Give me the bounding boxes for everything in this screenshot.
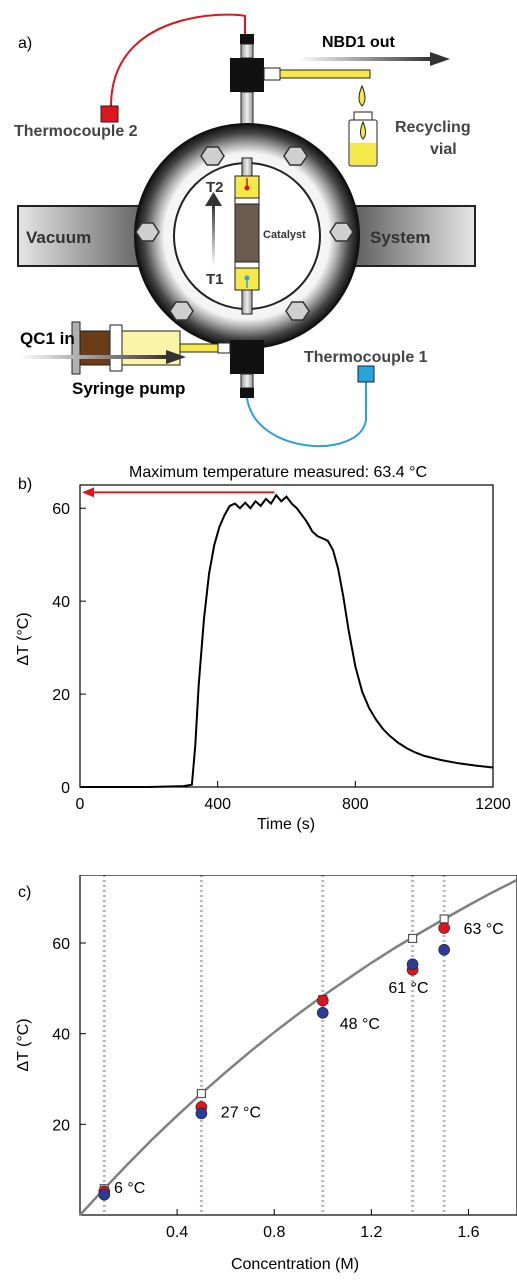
syringe-flange [109, 324, 123, 372]
bolt-icon [283, 146, 308, 166]
model-point-marker [196, 1088, 206, 1099]
plot-frame-c [79, 875, 517, 1216]
vacuum-label: Vacuum [26, 228, 91, 247]
qc-in-label: QC1 in [20, 329, 75, 348]
x-tick-label: 400 [204, 796, 231, 813]
y-tick-label: 20 [52, 1117, 70, 1134]
measured-point-t1 [316, 1007, 329, 1019]
top-fitting-body [230, 58, 264, 92]
x-tick-label: 1.2 [360, 1224, 382, 1241]
apparatus-diagram: a) [14, 13, 476, 447]
t1-label: T1 [206, 271, 224, 288]
t1-sensor-dot [244, 275, 250, 281]
y-tick-label: 20 [52, 687, 70, 704]
flow-arrow-shaft [212, 204, 215, 266]
bolt-icon [285, 301, 310, 321]
x-tick-label: 1200 [475, 796, 511, 813]
thermocouple2-label: Thermocouple 2 [14, 123, 138, 140]
outlet-pipe [279, 69, 371, 79]
vial-drop-icon [360, 120, 366, 140]
thermocouple1-plug [357, 365, 375, 383]
nbd-out-arrow-shaft [298, 57, 432, 61]
bolt-icon [200, 146, 225, 166]
panel-c-label: c) [18, 884, 31, 901]
syringe-connector [217, 342, 231, 354]
bolt-icon [169, 301, 194, 321]
panel-b-label: b) [18, 476, 32, 493]
flow-arrow-up-icon [205, 192, 222, 206]
top-fitting-collar [240, 43, 254, 59]
t2-sensor-dot [244, 185, 250, 191]
temperature-annotation: 61 °C [388, 980, 428, 997]
x-axis-label: Concentration (M) [231, 1256, 359, 1273]
ring-bolts [135, 146, 354, 321]
qc-in-arrow-shaft [18, 355, 168, 359]
y-axis-label: ΔT (°C) [15, 1018, 32, 1071]
bottom-fitting-body [230, 340, 264, 374]
syringe-needle [179, 343, 221, 353]
t2-label: T2 [206, 179, 224, 196]
y-tick-label: 40 [52, 1027, 70, 1044]
inner-tube-bottom [241, 289, 253, 315]
temperature-annotation: 27 °C [221, 1105, 261, 1122]
t1-frit [234, 261, 260, 269]
thermocouple2-wire [110, 13, 246, 107]
x-tick-label: 1.6 [457, 1224, 479, 1241]
bolt-icon [135, 222, 160, 242]
system-chamber-box [344, 205, 476, 267]
x-tick-label: 0.8 [263, 1224, 285, 1241]
catalyst-bed [234, 203, 260, 263]
arrow-head-left-icon [82, 487, 94, 498]
syringe-pump-label: Syringe pump [72, 379, 185, 398]
y-tick-label: 60 [52, 501, 70, 518]
recycling-vial-label: Recycling vial [395, 119, 471, 158]
panel-a-label: a) [18, 35, 32, 52]
y-axis-label: ΔT (°C) [15, 612, 32, 665]
x-tick-label: 0 [76, 796, 85, 813]
t2-frit [234, 197, 260, 205]
measured-point-t1 [195, 1107, 208, 1120]
measured-point-t1 [406, 958, 419, 971]
x-tick-label: 800 [342, 796, 369, 813]
nbd-out-label: NBD1 out [322, 34, 396, 51]
bottom-fitting-cap [240, 388, 254, 398]
temperature-time-chart: b) 0 400 800 1200 0 20 40 60 Maximum temperatur… [15, 465, 511, 833]
model-point-marker [408, 933, 418, 944]
y-tick-label: 0 [61, 780, 70, 797]
concentration-chart: c) 0.4 0.8 1.2 1.6 20 40 60 6 °C 27 °C 48 °C 61 °… [15, 875, 517, 1273]
outlet-pipe-connector [263, 67, 281, 81]
measured-point-t1 [438, 944, 450, 956]
bottom-fitting-collar [240, 373, 254, 389]
temperature-annotation: 48 °C [340, 1016, 380, 1033]
plot-frame-b [79, 484, 494, 788]
measured-point-t2 [316, 994, 329, 1007]
temperature-annotation: 6 °C [114, 1180, 145, 1197]
system-label: System [370, 228, 430, 247]
fit-curve-line [79, 878, 517, 1216]
thermocouple2-plug [100, 105, 119, 123]
drop-icon [358, 84, 366, 107]
thermocouple1-label: Thermocouple 1 [304, 349, 428, 366]
vial-liquid [350, 143, 376, 165]
qc-in-arrow-icon [166, 350, 186, 364]
y-tick-label: 60 [52, 936, 70, 953]
catalyst-label: Catalyst [263, 229, 306, 241]
syringe-plunger [79, 330, 115, 366]
model-point-marker [439, 914, 449, 924]
x-tick-label: 0.4 [166, 1224, 188, 1241]
x-axis-label: Time (s) [257, 816, 315, 833]
thermocouple1-wire [246, 381, 367, 447]
temperature-series-line [80, 493, 494, 788]
y-tick-label: 40 [52, 594, 70, 611]
vial-cap [353, 111, 373, 121]
measured-point-t2 [438, 922, 450, 934]
max-temperature-annotation: Maximum temperature measured: 63.4 °C [129, 465, 427, 481]
inner-tube-top [241, 157, 253, 177]
bolt-icon [329, 222, 354, 242]
nbd-out-arrow-icon [430, 52, 450, 66]
top-fitting-cap [240, 34, 254, 44]
temperature-annotation: 63 °C [464, 921, 504, 938]
measured-point-t1 [98, 1188, 111, 1201]
